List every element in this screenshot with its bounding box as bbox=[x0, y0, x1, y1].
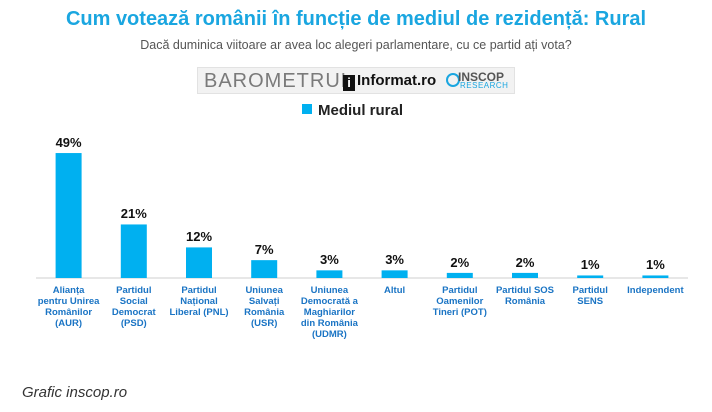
bar bbox=[446, 272, 473, 278]
category-label-line: (USR) bbox=[250, 318, 278, 329]
informat-logo-text: Informat bbox=[357, 72, 417, 89]
value-label: 21% bbox=[120, 206, 147, 222]
bar bbox=[251, 260, 278, 278]
informat-logo-suffix: ro bbox=[421, 72, 437, 89]
value-label: 7% bbox=[254, 242, 274, 258]
barometrul-logo: BAROMETRUL bbox=[204, 70, 353, 92]
bar bbox=[316, 270, 343, 278]
category-label: Independent bbox=[622, 285, 688, 296]
category-label-line: Democrat bbox=[111, 307, 156, 318]
category-label: Alianța pentru Unirea Românilor (AUR) bbox=[36, 285, 102, 329]
legend-label: Mediul rural bbox=[318, 102, 404, 119]
caption: Grafic inscop.ro bbox=[22, 384, 128, 401]
inscop-globe-icon bbox=[446, 73, 460, 87]
value-label: 1% bbox=[645, 257, 665, 273]
value-label: 3% bbox=[319, 252, 339, 268]
category-label-line: (PSD) bbox=[120, 318, 147, 329]
inscop-research-text: RESEARCH bbox=[460, 81, 509, 90]
category-label-line: România bbox=[504, 296, 546, 307]
category-label-line: din România bbox=[300, 318, 358, 329]
category-label-line: Salvați bbox=[248, 296, 280, 307]
category-label-line: Partidul bbox=[572, 285, 608, 296]
chart-area: Cum votează românii în funcție de mediul… bbox=[36, 8, 688, 340]
category-label-line: pentru Unirea bbox=[37, 296, 100, 307]
bar bbox=[577, 275, 604, 278]
value-label: 3% bbox=[385, 252, 404, 268]
value-label: 49% bbox=[55, 135, 82, 151]
category-label-line: România bbox=[244, 307, 285, 318]
category-label-line: Democrată a bbox=[300, 296, 358, 307]
category-label-line: Oamenilor bbox=[436, 296, 484, 307]
category-label: Partidul Oamenilor Tineri (POT) bbox=[427, 285, 493, 318]
bar bbox=[512, 272, 538, 278]
category-label-line: Altul bbox=[384, 285, 406, 296]
chart-title: Cum votează românii în funcție de mediul… bbox=[65, 8, 647, 30]
legend-swatch bbox=[302, 104, 312, 114]
bar bbox=[642, 275, 669, 278]
category-label: Partidul SENS bbox=[557, 285, 623, 307]
category-label-line: Uniunea bbox=[245, 285, 283, 296]
category-label-line: (UDMR) bbox=[311, 329, 347, 340]
chart-subtitle: Dacă duminica viitoare ar avea loc alege… bbox=[140, 38, 572, 52]
chart-legend: Mediul rural bbox=[302, 102, 403, 120]
value-label: 2% bbox=[515, 254, 535, 270]
category-label-line: Partidul bbox=[181, 285, 217, 296]
category-label-line: SENS bbox=[577, 296, 604, 307]
category-label: Uniunea Democrată a Maghiarilor din România… bbox=[296, 285, 362, 340]
category-label-line: Liberal (PNL) bbox=[169, 307, 229, 318]
category-label-line: Uniunea bbox=[310, 285, 349, 296]
informat-logo: i Informat.ro bbox=[343, 72, 436, 91]
bar bbox=[120, 224, 147, 278]
category-label-line: Alianța bbox=[52, 285, 85, 296]
category-label: Partidul Social Democrat (PSD) bbox=[101, 285, 167, 329]
category-label-line: (AUR) bbox=[55, 318, 83, 329]
category-label-line: Social bbox=[119, 296, 148, 307]
category-label: Partidul Național Liberal (PNL) bbox=[166, 285, 232, 318]
inscop-logo-text: INSCOP bbox=[458, 70, 505, 84]
category-label: Altul bbox=[362, 285, 428, 296]
value-label: 2% bbox=[450, 254, 470, 270]
category-label-line: Partidul bbox=[442, 285, 478, 296]
category-label-line: Național bbox=[180, 296, 218, 307]
category-label: Partidul SOS România bbox=[492, 285, 558, 307]
category-label: Uniunea Salvați România (USR) bbox=[231, 285, 297, 329]
barometer-logos: BAROMETRUL i Informat.ro INSCOP RESEARCH bbox=[197, 67, 515, 94]
bar bbox=[381, 270, 408, 278]
category-label-line: Partidul bbox=[116, 285, 152, 296]
category-label-line: Tineri (POT) bbox=[432, 307, 487, 318]
category-label-line: Partidul SOS bbox=[495, 285, 555, 296]
value-label: 12% bbox=[185, 229, 213, 245]
category-label-line: Maghiarilor bbox=[303, 307, 355, 318]
value-label: 1% bbox=[580, 257, 600, 273]
category-label-line: Independent bbox=[627, 285, 684, 296]
chart-plot bbox=[36, 153, 688, 279]
informat-i-icon: i bbox=[343, 75, 355, 91]
inscop-logo: INSCOP RESEARCH bbox=[446, 69, 514, 93]
bar bbox=[186, 247, 212, 278]
bar bbox=[55, 153, 82, 278]
category-label-line: Românilor bbox=[45, 307, 93, 318]
